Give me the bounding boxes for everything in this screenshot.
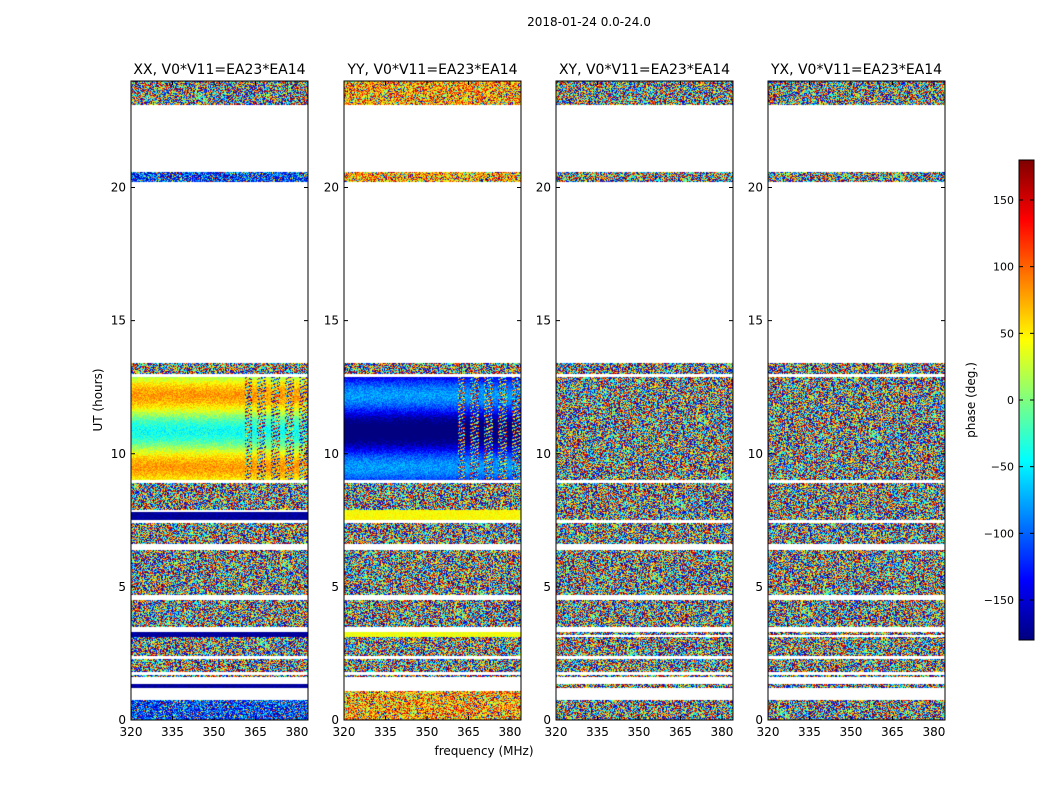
y-tick-label: 10 — [748, 447, 763, 461]
x-axis-label: frequency (MHz) — [434, 744, 533, 758]
x-tick-label: 320 — [757, 725, 780, 739]
y-tick-label: 20 — [324, 181, 339, 195]
plot-frame — [130, 80, 309, 721]
x-tick-label: 350 — [203, 725, 226, 739]
x-tick-label: 335 — [374, 725, 397, 739]
x-tick-label: 350 — [628, 725, 651, 739]
x-tick-label: 350 — [416, 725, 439, 739]
colorbar-tick-label: 150 — [993, 194, 1014, 207]
heatmap-image — [344, 81, 521, 720]
panel-title: YY, V0*V11=EA23*EA14 — [346, 62, 517, 78]
plot-frame — [343, 80, 522, 721]
panel-1: YY, V0*V11=EA23*EA14 320 335 350 365 380 0 5 10 1… — [324, 62, 522, 739]
y-tick-label: 20 — [748, 181, 763, 195]
heatmap-image — [768, 81, 945, 720]
y-tick-label: 5 — [755, 580, 763, 594]
panel-title: XY, V0*V11=EA23*EA14 — [559, 62, 730, 78]
x-tick-label: 365 — [881, 725, 904, 739]
panel-2: XY, V0*V11=EA23*EA14 320 335 350 365 380 0 5 10 1… — [536, 62, 734, 739]
y-tick-label: 15 — [748, 314, 763, 328]
x-tick-label: 320 — [545, 725, 568, 739]
colorbar-tick-label: −150 — [984, 594, 1014, 607]
y-tick-label: 15 — [536, 314, 551, 328]
colorbar-tick-label: 100 — [993, 261, 1014, 274]
colorbar-tick-label: −50 — [991, 461, 1014, 474]
x-tick-label: 380 — [922, 725, 945, 739]
y-tick-label: 10 — [111, 447, 126, 461]
x-tick-label: 320 — [333, 725, 356, 739]
colorbar: −150 −100 −50 0 50 100 150 — [984, 159, 1035, 641]
y-tick-label: 0 — [331, 713, 339, 727]
plot-frame — [555, 80, 734, 721]
figure-suptitle: 2018-01-24 0.0-24.0 — [527, 15, 651, 29]
y-tick-label: 5 — [118, 580, 126, 594]
x-tick-label: 320 — [120, 725, 143, 739]
panel-title: YX, V0*V11=EA23*EA14 — [770, 62, 942, 78]
y-axis-label: UT (hours) — [91, 368, 105, 431]
x-tick-label: 365 — [457, 725, 480, 739]
x-tick-label: 335 — [798, 725, 821, 739]
y-tick-label: 20 — [536, 181, 551, 195]
x-tick-label: 365 — [669, 725, 692, 739]
x-tick-label: 380 — [710, 725, 733, 739]
y-tick-label: 10 — [536, 447, 551, 461]
y-tick-label: 10 — [324, 447, 339, 461]
y-tick-label: 15 — [111, 314, 126, 328]
colorbar-tick-label: 50 — [1000, 327, 1014, 340]
colorbar-label: phase (deg.) — [964, 362, 978, 438]
y-tick-label: 0 — [755, 713, 763, 727]
heatmap-image — [556, 81, 733, 720]
y-tick-label: 20 — [111, 181, 126, 195]
x-tick-label: 335 — [586, 725, 609, 739]
panel-3: YX, V0*V11=EA23*EA14 320 335 350 365 380 0 5 10 1… — [748, 62, 946, 739]
y-tick-label: 0 — [118, 713, 126, 727]
y-tick-label: 0 — [543, 713, 551, 727]
colorbar-tick-label: −100 — [984, 527, 1014, 540]
y-tick-label: 5 — [331, 580, 339, 594]
x-tick-label: 380 — [285, 725, 308, 739]
panels: XX, V0*V11=EA23*EA14 320 335 350 365 380 0 5 10 1… — [111, 62, 946, 739]
panel-0: XX, V0*V11=EA23*EA14 320 335 350 365 380 0 5 10 1… — [111, 62, 309, 739]
heatmap-image — [131, 81, 308, 720]
colorbar-tick-label: 0 — [1007, 394, 1014, 407]
y-tick-label: 15 — [324, 314, 339, 328]
x-tick-label: 335 — [161, 725, 184, 739]
x-tick-label: 350 — [840, 725, 863, 739]
plot-frame — [767, 80, 946, 721]
panel-title: XX, V0*V11=EA23*EA14 — [133, 62, 305, 78]
y-tick-label: 5 — [543, 580, 551, 594]
x-tick-label: 365 — [244, 725, 267, 739]
x-tick-label: 380 — [498, 725, 521, 739]
